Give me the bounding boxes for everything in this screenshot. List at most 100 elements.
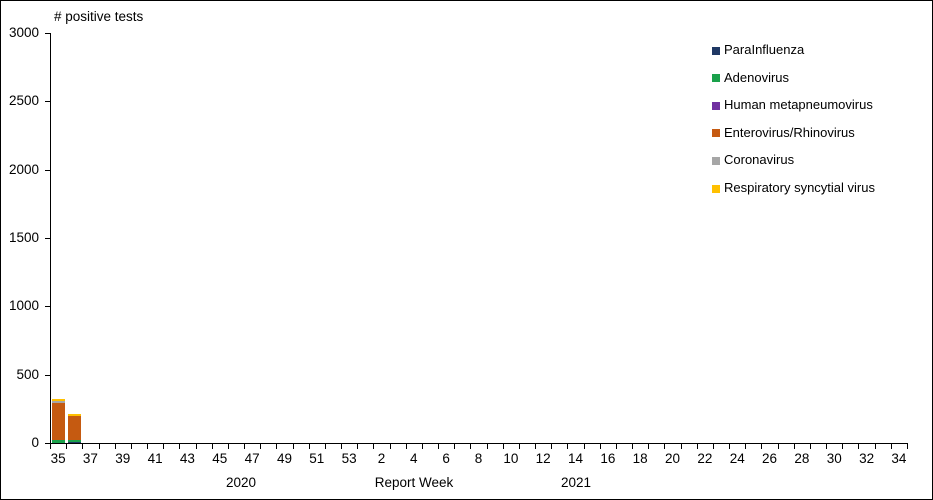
legend-swatch xyxy=(712,46,720,55)
y-axis-tick-label: 2500 xyxy=(8,93,39,109)
y-axis-tick xyxy=(45,443,50,444)
x-axis-tick xyxy=(615,444,617,449)
x-axis-tick xyxy=(98,444,100,449)
legend-item: Enterovirus/Rhinovirus xyxy=(712,125,855,140)
x-axis-tick xyxy=(276,444,278,449)
x-axis-tick xyxy=(227,444,229,449)
legend-label: Respiratory syncytial virus xyxy=(724,180,875,195)
y-axis-tick xyxy=(45,169,50,171)
bar-segment-adenovirus xyxy=(67,440,81,442)
x-axis-tick xyxy=(421,444,423,449)
y-axis-tick xyxy=(45,238,50,239)
bar-segment-enterovirus-rhinovirus xyxy=(67,416,81,441)
x-axis-tick-label: 41 xyxy=(147,451,163,466)
legend-item: ParaInfluenza xyxy=(712,42,804,57)
x-axis-tick xyxy=(147,444,149,449)
x-axis-tick-label: 30 xyxy=(826,451,842,466)
x-axis-tick xyxy=(260,444,262,449)
x-axis-tick xyxy=(373,444,375,449)
x-axis-tick-label: 14 xyxy=(568,451,584,466)
x-axis-tick xyxy=(535,444,537,449)
legend-swatch xyxy=(712,156,720,165)
x-axis-tick-label: 18 xyxy=(632,451,648,466)
x-axis-tick xyxy=(341,444,343,449)
legend-item: Adenovirus xyxy=(712,70,789,85)
x-axis-tick xyxy=(551,444,553,449)
x-axis-tick xyxy=(648,444,650,449)
chart-title: # positive tests xyxy=(54,9,144,24)
legend-label: Coronavirus xyxy=(724,152,795,168)
x-axis-tick xyxy=(308,444,310,449)
x-axis-tick xyxy=(729,444,731,449)
x-axis-tick-label: 26 xyxy=(762,451,778,466)
legend-swatch xyxy=(712,101,720,110)
y-axis-tick-label: 3000 xyxy=(8,25,39,40)
bar-segment-parainfluenza xyxy=(67,441,81,443)
legend-label: ParaInfluenza xyxy=(724,42,805,57)
x-axis-tick xyxy=(745,444,747,449)
x-axis-tick xyxy=(599,444,601,449)
x-axis-tick xyxy=(696,444,698,449)
x-axis-tick xyxy=(890,444,892,449)
x-axis-tick-label: 34 xyxy=(891,451,907,466)
y-axis-tick-label: 0 xyxy=(31,435,39,450)
x-axis-tick-label: 53 xyxy=(341,451,357,466)
x-axis-tick xyxy=(486,444,488,449)
x-axis-tick-label: 2 xyxy=(377,451,386,466)
x-axis-tick-label: 47 xyxy=(244,451,260,466)
year-label-2021: 2021 xyxy=(560,475,592,490)
x-axis-tick xyxy=(777,444,779,449)
x-axis-tick xyxy=(583,444,585,449)
x-axis-tick xyxy=(907,444,908,449)
x-axis-tick xyxy=(292,444,294,449)
x-axis-tick xyxy=(130,444,132,449)
y-axis-tick-label: 500 xyxy=(16,366,39,382)
x-axis-tick xyxy=(874,444,876,449)
x-axis-tick-label: 10 xyxy=(503,451,519,466)
x-axis-tick xyxy=(567,444,569,449)
year-label-2020: 2020 xyxy=(225,475,257,490)
x-axis-tick xyxy=(680,444,682,449)
bar-segment-adenovirus xyxy=(51,440,65,443)
legend-label: Enterovirus/Rhinovirus xyxy=(724,124,855,140)
x-axis-tick-label: 39 xyxy=(115,451,131,466)
x-axis-title: Report Week xyxy=(374,475,454,490)
x-axis-tick xyxy=(211,444,213,449)
x-axis-tick xyxy=(809,444,811,449)
x-axis-tick xyxy=(470,444,472,449)
x-axis-tick-label: 6 xyxy=(442,451,450,466)
x-axis-tick xyxy=(179,444,181,449)
y-axis-tick-label: 2000 xyxy=(8,161,39,177)
bar-segment-coronavirus xyxy=(51,401,65,403)
x-axis-tick-label: 51 xyxy=(309,451,325,466)
x-axis-tick-label: 4 xyxy=(410,451,418,466)
x-axis-tick xyxy=(163,444,165,449)
x-axis-tick xyxy=(405,444,407,449)
bar-segment-enterovirus-rhinovirus xyxy=(51,402,65,441)
x-axis-tick-label: 35 xyxy=(50,451,66,466)
x-axis-tick xyxy=(761,444,763,449)
y-axis-tick-label: 1500 xyxy=(8,230,39,245)
x-axis-tick xyxy=(244,444,246,449)
bar-segment-respiratory-syncytial-virus xyxy=(51,399,65,402)
x-axis-tick-label: 12 xyxy=(535,451,551,466)
x-axis-tick xyxy=(114,444,116,449)
x-axis-line xyxy=(50,443,908,444)
y-axis-tick-label: 1000 xyxy=(8,298,39,314)
x-axis-tick xyxy=(454,444,456,449)
x-axis-tick-label: 24 xyxy=(729,451,745,466)
legend-label: Adenovirus xyxy=(724,69,790,85)
y-axis-tick xyxy=(45,33,50,34)
legend-item: Human metapneumovirus xyxy=(712,97,873,112)
x-axis-tick xyxy=(712,444,714,449)
x-axis-tick xyxy=(195,444,197,449)
x-axis-tick xyxy=(50,444,51,449)
x-axis-tick xyxy=(502,444,504,449)
bar-segment-respiratory-syncytial-virus xyxy=(67,414,81,417)
x-axis-tick-label: 20 xyxy=(665,451,681,466)
x-axis-tick xyxy=(826,444,828,449)
x-axis-tick-label: 49 xyxy=(276,451,292,466)
x-axis-tick xyxy=(842,444,844,449)
x-axis-tick xyxy=(82,444,84,449)
